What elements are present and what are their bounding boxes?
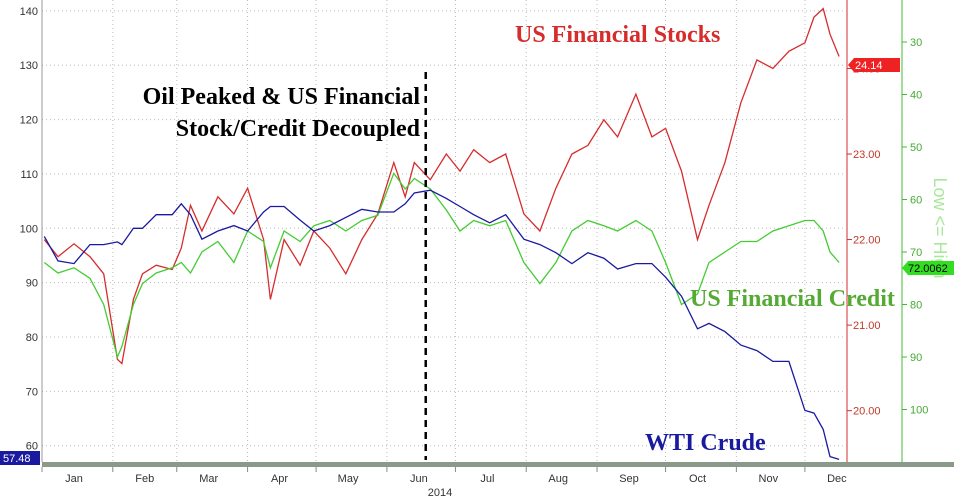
month-label: Sep [619, 473, 639, 485]
month-label: Nov [759, 473, 779, 485]
stocks-last-value-box [848, 58, 900, 72]
wti-last-value-label: 57.48 [3, 453, 31, 465]
series-label-us-financial-stocks: US Financial Stocks [515, 22, 720, 48]
left-tick-label: 90 [26, 278, 38, 290]
left-tick-label: 100 [20, 223, 38, 235]
right-2-tick-label: 40 [910, 90, 922, 102]
left-tick-label: 140 [20, 6, 38, 18]
left-tick-label: 110 [20, 169, 38, 181]
series-label-us-financial-credit: US Financial Credit [690, 286, 895, 312]
month-label: Mar [199, 473, 218, 485]
last-value-labels: 57.48 24.14 72.0062 [0, 58, 954, 465]
right-1-tick-label: 22.00 [853, 235, 881, 247]
right-2-tick-label: 80 [910, 300, 922, 312]
credit-last-value-box [902, 261, 954, 275]
wti-last-value-box [0, 451, 40, 465]
right-2-tick-label: 90 [910, 352, 922, 364]
month-label: May [338, 473, 359, 485]
series-line-us-financial-stocks [43, 7, 840, 365]
month-label: Jun [410, 473, 428, 485]
month-label: Oct [689, 473, 706, 485]
month-label: Dec [827, 473, 847, 485]
axes: 60 70 80 90 100 110 120 130 140 20.00 21.00 22.00 23… [20, 0, 928, 462]
month-label: Feb [135, 473, 154, 485]
left-tick-label: 70 [26, 386, 38, 398]
right-2-tick-label: 60 [910, 195, 922, 207]
left-tick-label: 130 [20, 60, 38, 72]
month-labels: Jan Feb Mar Apr May Jun Jul Aug Sep Oct Nov Dec [41, 467, 847, 485]
month-label: Apr [271, 473, 288, 485]
annotation: Oil Peaked & US Financial Stock/Credit D… [143, 84, 421, 142]
right-1-tick-label: 20.00 [853, 406, 881, 418]
series-line-us-financial-credit [43, 171, 840, 359]
series-line-wti-crude [43, 189, 840, 461]
annotation-line-2: Stock/Credit Decoupled [176, 116, 421, 142]
right-2-tick-label: 50 [910, 142, 922, 154]
x-axis-base [42, 462, 954, 467]
month-label: Jan [65, 473, 83, 485]
left-tick-label: 60 [26, 441, 38, 453]
series-label-wti-crude: WTI Crude [645, 430, 766, 456]
month-label: Aug [548, 473, 568, 485]
left-tick-label: 80 [26, 332, 38, 344]
right-2-tick-label: 30 [910, 37, 922, 49]
x-axis-bar [42, 462, 954, 467]
credit-last-value-label: 72.0062 [908, 263, 948, 275]
series-lines [43, 7, 840, 461]
right-1-tick-label: 21.00 [853, 320, 881, 332]
gridlines [42, 0, 846, 462]
right-2-tick-label: 70 [910, 247, 922, 259]
stocks-last-value-label: 24.14 [855, 60, 883, 72]
month-label: Jul [480, 473, 494, 485]
right-1-tick-label: 23.00 [853, 149, 881, 161]
left-tick-label: 120 [20, 115, 38, 127]
right-2-tick-label: 100 [910, 405, 928, 417]
annotation-line-1: Oil Peaked & US Financial [143, 84, 421, 110]
year-label: 2014 [428, 487, 452, 499]
right-axis-2-title: Low <= High [930, 177, 950, 278]
